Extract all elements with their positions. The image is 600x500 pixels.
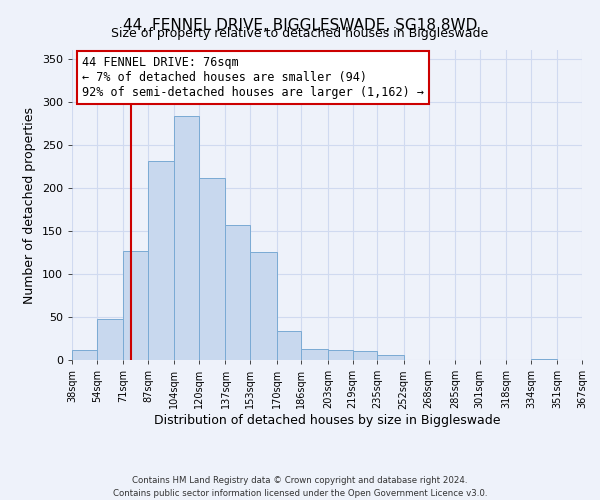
Bar (250, 252, 277, 360)
Text: 44, FENNEL DRIVE, BIGGLESWADE, SG18 8WD: 44, FENNEL DRIVE, BIGGLESWADE, SG18 8WD (123, 18, 477, 32)
Text: Size of property relative to detached houses in Biggleswade: Size of property relative to detached ho… (112, 28, 488, 40)
Text: 44 FENNEL DRIVE: 76sqm
← 7% of detached houses are smaller (94)
92% of semi-deta: 44 FENNEL DRIVE: 76sqm ← 7% of detached … (82, 56, 424, 99)
Bar (199, 178, 226, 360)
Bar (72, 350, 97, 360)
Bar (97, 318, 123, 360)
Bar (531, 359, 557, 360)
Bar (226, 225, 250, 360)
Bar (148, 161, 175, 360)
Bar (377, 355, 404, 360)
Bar (301, 349, 328, 360)
X-axis label: Distribution of detached houses by size in Biggleswade: Distribution of detached houses by size … (154, 414, 500, 427)
Text: Contains HM Land Registry data © Crown copyright and database right 2024.
Contai: Contains HM Land Registry data © Crown c… (113, 476, 487, 498)
Y-axis label: Number of detached properties: Number of detached properties (23, 106, 36, 304)
Bar (353, 350, 377, 360)
Bar (277, 330, 301, 360)
Bar (175, 116, 199, 360)
Bar (123, 250, 148, 360)
Bar (328, 350, 353, 360)
